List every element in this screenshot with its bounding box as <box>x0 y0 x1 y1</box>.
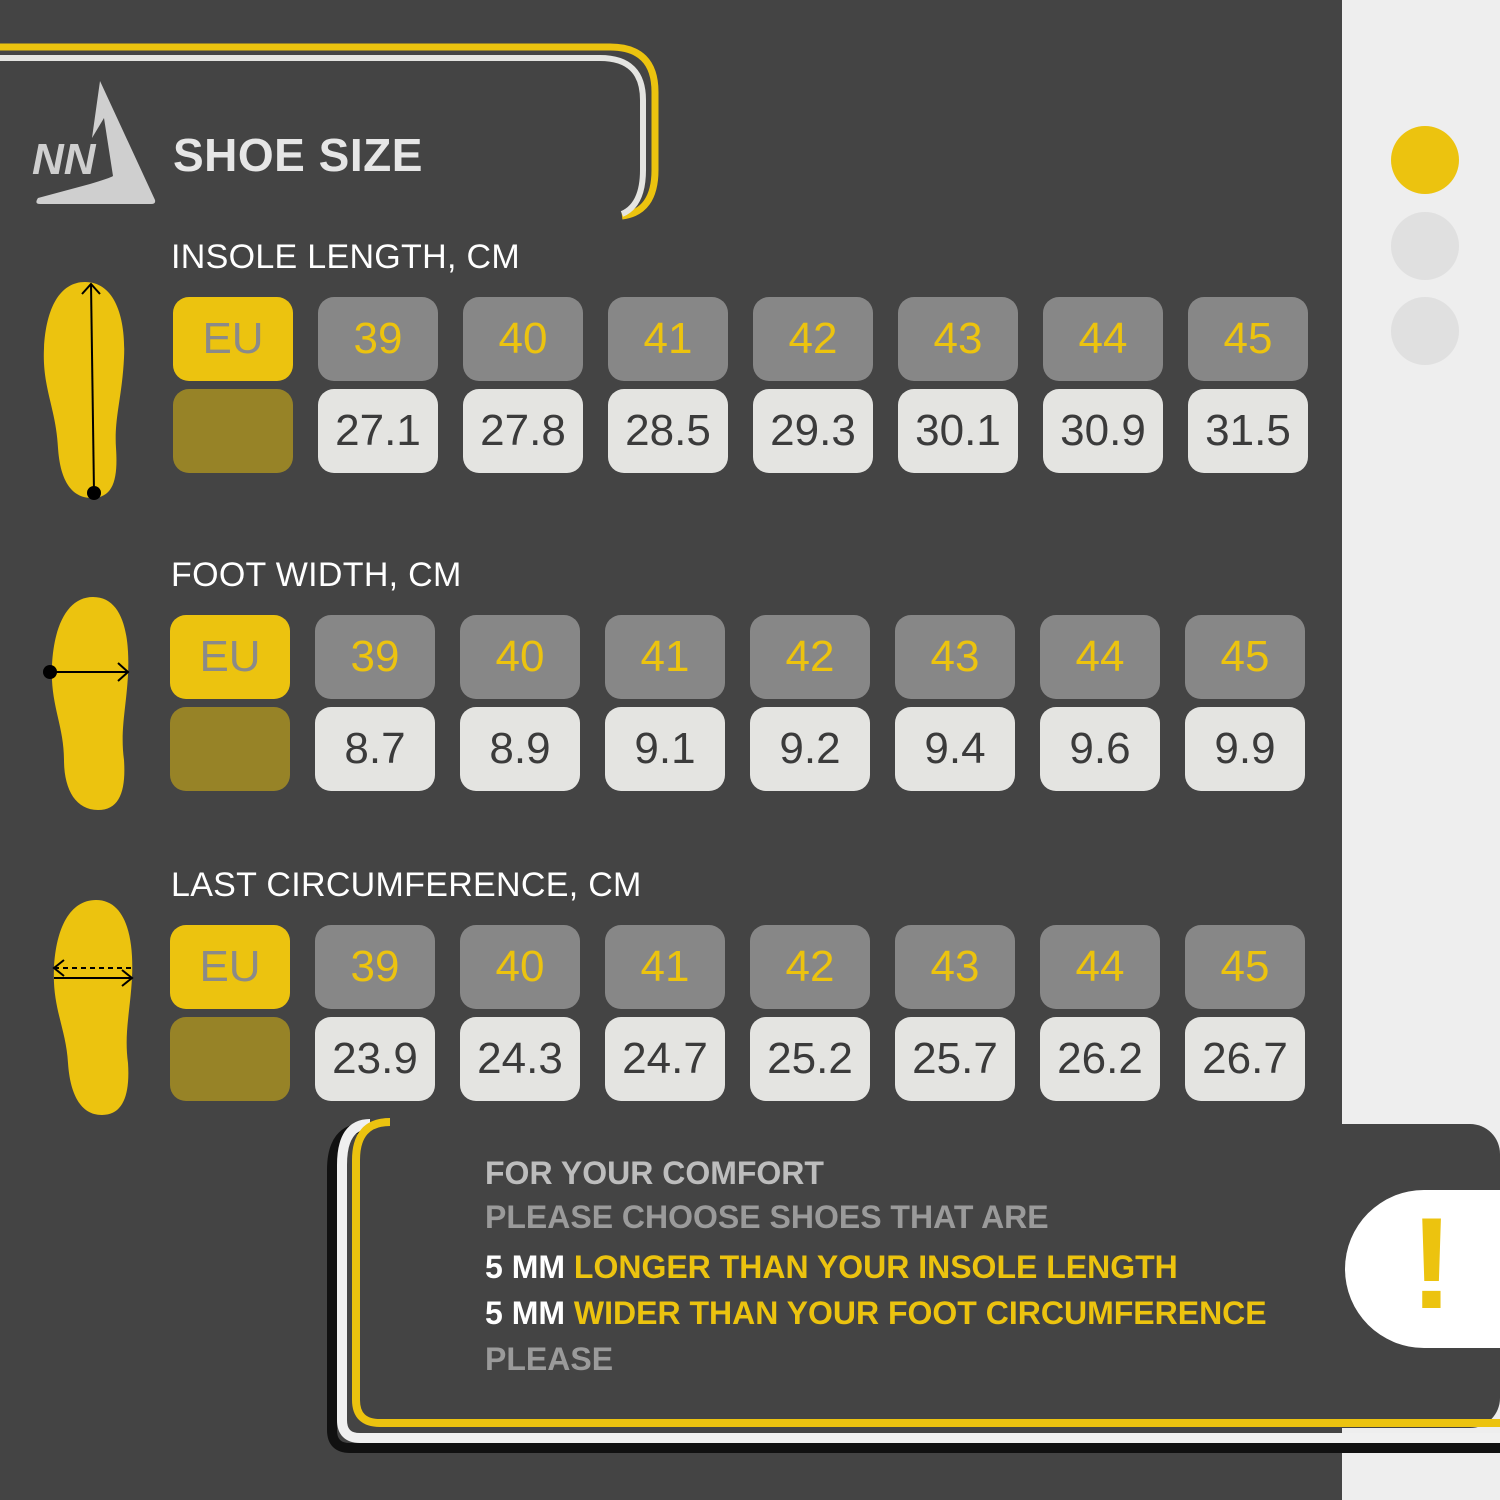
header-frame <box>0 43 659 220</box>
size-cell: 39 <box>315 925 435 1009</box>
value-cell: 25.7 <box>895 1017 1015 1101</box>
note-line-4: 5 MM WIDER THAN YOUR FOOT CIRCUMFERENCE <box>485 1295 1267 1332</box>
value-cell: 25.2 <box>750 1017 870 1101</box>
size-cell: 44 <box>1043 297 1163 381</box>
note-line-4-text: WIDER THAN YOUR FOOT CIRCUMFERENCE <box>573 1295 1267 1331</box>
eu-label-cell: EU <box>173 297 293 381</box>
size-cell: 39 <box>315 615 435 699</box>
size-cell: 41 <box>608 297 728 381</box>
size-cell: 41 <box>605 925 725 1009</box>
note-line-3: 5 MM LONGER THAN YOUR INSOLE LENGTH <box>485 1249 1178 1286</box>
size-cell: 45 <box>1188 297 1308 381</box>
note-line-3-text: LONGER THAN YOUR INSOLE LENGTH <box>573 1249 1178 1285</box>
note-line-4-prefix: 5 MM <box>485 1295 565 1331</box>
section-label: INSOLE LENGTH, CM <box>171 238 520 276</box>
eu-empty-cell <box>170 1017 290 1101</box>
note-line-5: PLEASE <box>485 1341 614 1377</box>
section-label: FOOT WIDTH, CM <box>171 556 462 594</box>
size-cell: 45 <box>1185 615 1305 699</box>
size-cell: 40 <box>463 297 583 381</box>
value-cell: 9.4 <box>895 707 1015 791</box>
brand-logo-icon: NN <box>32 81 156 204</box>
value-cell: 23.9 <box>315 1017 435 1101</box>
value-cell: 24.3 <box>460 1017 580 1101</box>
value-cell: 9.9 <box>1185 707 1305 791</box>
note-frame <box>327 1118 1500 1453</box>
pager-dot[interactable] <box>1391 297 1459 365</box>
size-cell: 42 <box>750 925 870 1009</box>
value-cell: 28.5 <box>608 389 728 473</box>
size-cell: 43 <box>898 297 1018 381</box>
size-cell: 44 <box>1040 615 1160 699</box>
circumference-icon <box>52 900 134 1115</box>
value-cell: 9.6 <box>1040 707 1160 791</box>
size-cell: 44 <box>1040 925 1160 1009</box>
size-cell: 39 <box>318 297 438 381</box>
eu-empty-cell <box>173 389 293 473</box>
note-line-2: PLEASE CHOOSE SHOES THAT ARE <box>485 1199 1049 1235</box>
size-cell: 40 <box>460 925 580 1009</box>
size-cell: 41 <box>605 615 725 699</box>
page-title: SHOE SIZE <box>173 129 423 181</box>
value-cell: 8.9 <box>460 707 580 791</box>
size-cell: 42 <box>753 297 873 381</box>
svg-text:NN: NN <box>32 135 97 184</box>
size-cell: 45 <box>1185 925 1305 1009</box>
size-cell: 42 <box>750 615 870 699</box>
value-cell: 24.7 <box>605 1017 725 1101</box>
size-cell: 43 <box>895 925 1015 1009</box>
size-cell: 40 <box>460 615 580 699</box>
value-cell: 27.8 <box>463 389 583 473</box>
value-cell: 31.5 <box>1188 389 1308 473</box>
exclamation-icon: ! <box>1410 1190 1454 1336</box>
eu-label-cell: EU <box>170 615 290 699</box>
insole-length-icon <box>43 282 125 500</box>
size-cell: 43 <box>895 615 1015 699</box>
value-cell: 9.1 <box>605 707 725 791</box>
value-cell: 9.2 <box>750 707 870 791</box>
note-line-3-prefix: 5 MM <box>485 1249 565 1285</box>
value-cell: 26.2 <box>1040 1017 1160 1101</box>
pager-dot[interactable] <box>1391 212 1459 280</box>
section-label: LAST CIRCUMFERENCE, CM <box>171 866 642 904</box>
value-cell: 27.1 <box>318 389 438 473</box>
pager-dot-active[interactable] <box>1391 126 1459 194</box>
value-cell: 26.7 <box>1185 1017 1305 1101</box>
eu-empty-cell <box>170 707 290 791</box>
warning-badge <box>1345 1190 1500 1348</box>
value-cell: 30.9 <box>1043 389 1163 473</box>
value-cell: 8.7 <box>315 707 435 791</box>
foot-width-icon <box>43 597 130 810</box>
eu-label-cell: EU <box>170 925 290 1009</box>
value-cell: 29.3 <box>753 389 873 473</box>
note-line-1: FOR YOUR COMFORT <box>485 1155 824 1191</box>
value-cell: 30.1 <box>898 389 1018 473</box>
